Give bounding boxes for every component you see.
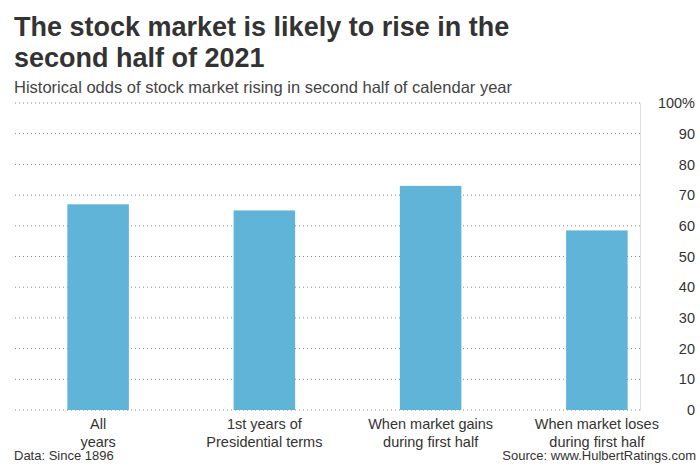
title-line: The stock market is likely to rise in th… (14, 12, 509, 42)
y-tick: 30 (640, 310, 695, 326)
subtitle: Historical odds of stock market rising i… (14, 78, 512, 96)
x-tick: 1st years of Presidential terms (206, 410, 322, 450)
x-tick-label: When market losesduring first half (535, 416, 659, 449)
footnote: Data: Since 1896 (14, 448, 114, 463)
x-tick-label-line: during first half (383, 434, 479, 450)
y-tick-label: 70 (679, 187, 695, 203)
x-tick: When market gains during first half (368, 410, 493, 450)
bars (67, 186, 627, 410)
y-tick: 70 (640, 187, 695, 203)
title: The stock market is likely to rise in th… (14, 12, 509, 73)
y-tick: 60 (640, 218, 695, 234)
y-tick-label: 30 (679, 310, 695, 326)
bar (400, 186, 462, 410)
y-tick-label: 40 (679, 279, 695, 295)
y-tick: 100% (640, 95, 695, 111)
y-tick: 90 (640, 126, 695, 142)
y-tick-label: 0 (687, 402, 695, 418)
grid-line (15, 164, 640, 165)
x-tick-label: 1st years of Presidential terms (206, 416, 322, 449)
grid-line (15, 103, 640, 104)
y-tick: 40 (640, 279, 695, 295)
y-tick-label: 90 (679, 126, 695, 142)
y-axis-line (640, 104, 641, 411)
y-tick-label: 80 (679, 157, 695, 173)
x-tick-label-line: When market gains (368, 416, 493, 432)
y-tick: 20 (640, 341, 695, 357)
x-tick-label-line: 1st years of (227, 416, 303, 432)
x-tick-label-line: Presidential terms (206, 434, 322, 450)
x-tick-label: When market gains during first half (368, 416, 493, 449)
y-tick: 10 (640, 371, 695, 387)
y-axis: 0 10 20 30 40 50 60 70 80 90 100% (640, 95, 695, 418)
y-tick-label: 20 (679, 341, 695, 357)
footnote: Source: www.HulbertRatings.com (502, 448, 696, 463)
y-tick: 80 (640, 157, 695, 173)
x-tick-label-line: When market loses (535, 416, 659, 432)
x-tick-label-line: All (90, 416, 106, 432)
y-tick-label: 50 (679, 249, 695, 265)
title-line: second half of 2021 (14, 43, 265, 73)
grid-line (15, 195, 640, 196)
grid (15, 103, 640, 410)
x-tick: When market losesduring first half (535, 410, 659, 450)
x-tick: Allyears (80, 410, 115, 450)
chart: The stock market is likely to rise in th… (0, 0, 700, 470)
y-tick: 50 (640, 249, 695, 265)
y-tick-label: 100% (658, 95, 695, 111)
x-axis-line (16, 410, 681, 411)
bar (234, 210, 296, 410)
grid-line (15, 133, 640, 134)
y-tick-label: 10 (679, 371, 695, 387)
x-tick-label: Allyears (80, 416, 115, 449)
y-tick-label: 60 (679, 218, 695, 234)
x-axis: Allyears 1st years of Presidential terms Wh… (16, 410, 681, 450)
bar (67, 204, 129, 410)
bar (566, 230, 628, 410)
